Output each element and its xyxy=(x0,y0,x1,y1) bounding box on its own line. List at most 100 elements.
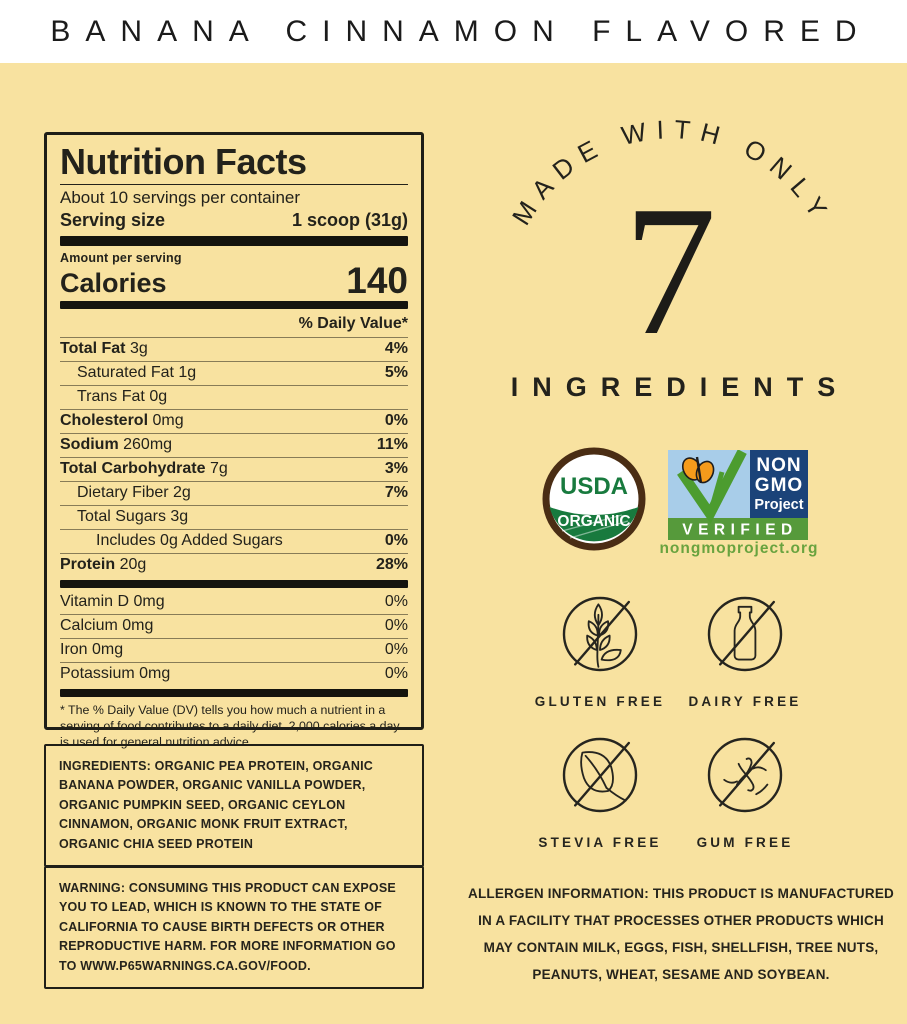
stevia-free-label: STEVIA FREE xyxy=(538,835,662,850)
vitamin-row-calcium: Calcium 0mg 0% xyxy=(60,613,408,638)
nutrient-dv: 0% xyxy=(384,412,408,430)
thick-divider xyxy=(60,236,408,247)
thick-divider xyxy=(60,688,408,697)
thick-divider xyxy=(60,579,408,588)
nutrient-amount: 0mg xyxy=(152,412,184,430)
nutrient-amount: 20g xyxy=(119,556,147,574)
nutrient-row-total-carbohydrate: Total Carbohydrate 7g 3% xyxy=(60,456,408,481)
usda-seal-field xyxy=(549,507,639,542)
milk-bottle-icon xyxy=(707,596,783,672)
ingredients-word: INGREDIENTS xyxy=(510,372,850,402)
nutrient-row-protein: Protein 20g 28% xyxy=(60,552,408,577)
grass-blade xyxy=(707,471,725,515)
nutrient-dv: 28% xyxy=(375,556,408,574)
project-text: Project xyxy=(754,497,803,513)
usda-organic-seal: USDA ORGANIC xyxy=(542,447,646,551)
nutrient-row-dietary-fiber: Dietary Fiber 2g 7% xyxy=(60,480,408,505)
nutrient-amount: 0g xyxy=(149,388,168,406)
nutrient-dv: 11% xyxy=(376,436,408,454)
thick-divider xyxy=(60,300,408,309)
nutrient-amount: 0mg xyxy=(133,593,165,611)
amount-per-serving-label: Amount per serving xyxy=(60,251,182,266)
non-gmo-blue-panel xyxy=(750,450,808,518)
nutrient-label: Calcium xyxy=(60,617,118,635)
nutrient-label: Cholesterol xyxy=(60,412,149,430)
nutrient-dv: 5% xyxy=(384,364,408,382)
vitamin-row-potassium: Potassium 0mg 0% xyxy=(60,661,408,686)
warning-label: WARNING: xyxy=(59,881,126,895)
serving-size-label: Serving size xyxy=(60,210,166,231)
serving-size-value: 1 scoop (31g) xyxy=(291,210,408,231)
nutrient-amount: 7g xyxy=(209,460,228,478)
usda-text: USDA xyxy=(560,473,628,500)
nutrient-dv: 3% xyxy=(384,460,408,478)
nutrient-amount: 0mg xyxy=(122,617,154,635)
nutrient-dv: 0% xyxy=(384,593,408,611)
gmo-text: GMO xyxy=(755,475,803,496)
divider xyxy=(60,183,408,185)
nutrient-row-saturated-fat: Saturated Fat 1g 5% xyxy=(60,360,408,385)
allergen-info: ALLERGEN INFORMATION: THIS PRODUCT IS MA… xyxy=(462,880,900,988)
gluten-free-label: GLUTEN FREE xyxy=(534,694,666,709)
seven-numeral: 7 xyxy=(623,168,717,374)
serving-size-row: Serving size 1 scoop (31g) xyxy=(60,210,408,231)
allergen-text: THIS PRODUCT IS MANUFACTURED IN A FACILI… xyxy=(478,886,894,982)
nutrient-row-total-fat: Total Fat 3g 4% xyxy=(60,336,408,361)
organic-text: ORGANIC xyxy=(557,513,630,530)
warning-text: CONSUMING THIS PRODUCT CAN EXPOSE YOU TO… xyxy=(59,881,396,973)
nutrient-dv: 7% xyxy=(384,484,408,502)
nutrient-amount: 260mg xyxy=(123,436,173,454)
non-gmo-url: nongmoproject.org xyxy=(659,540,819,557)
nutrient-row-trans-fat: Trans Fat 0g xyxy=(60,384,408,409)
daily-value-header: % Daily Value* xyxy=(298,314,408,332)
nutrient-dv: 0% xyxy=(384,641,408,659)
nutrition-facts-title: Nutrition Facts xyxy=(60,141,307,182)
dairy-free-label: DAIRY FREE xyxy=(688,694,802,709)
flavor-title: BANANA CINNAMON FLAVORED xyxy=(50,14,872,48)
nutrient-label: Trans Fat xyxy=(77,388,145,406)
nutrient-amount: 2g xyxy=(173,484,191,502)
nutrient-label: Saturated Fat xyxy=(77,364,174,382)
nutrient-row-sodium: Sodium 260mg 11% xyxy=(60,432,408,457)
non-text: NON xyxy=(756,455,801,476)
nutrient-label: Total Carbohydrate xyxy=(60,460,206,478)
allergen-label: ALLERGEN INFORMATION: xyxy=(468,886,649,901)
calories-row: Calories 140 xyxy=(60,260,408,302)
servings-per-container: About 10 servings per container xyxy=(60,187,301,207)
flavor-banner: BANANA CINNAMON FLAVORED xyxy=(0,0,907,63)
gum-free-label: GUM FREE xyxy=(696,835,794,850)
nutrient-label: Iron xyxy=(60,641,88,659)
nutrient-amount: 0mg xyxy=(92,641,124,659)
candy-icon xyxy=(707,737,783,813)
ingredients-box: INGREDIENTS: ORGANIC PEA PROTEIN, ORGANI… xyxy=(44,744,424,867)
nutrient-label: Potassium xyxy=(60,665,135,683)
verified-text: VERIFIED xyxy=(682,522,797,539)
made-with-arc: MADE WITH ONLY xyxy=(506,120,829,230)
calories-label: Calories xyxy=(60,267,167,298)
nutrient-dv: 0% xyxy=(384,665,408,683)
nutrient-label: Total Fat xyxy=(60,340,126,358)
warning-box: WARNING: CONSUMING THIS PRODUCT CAN EXPO… xyxy=(44,866,424,989)
non-gmo-verified-bar xyxy=(668,518,808,540)
wheat-icon xyxy=(562,596,638,672)
nutrient-label: Vitamin D xyxy=(60,593,130,611)
nutrient-label: Includes 0g Added Sugars xyxy=(96,532,283,550)
butterfly-icon xyxy=(681,456,715,484)
nutrient-amount: 3g xyxy=(129,340,148,358)
ingredients-text: ORGANIC PEA PROTEIN, ORGANIC BANANA POWD… xyxy=(59,759,374,851)
nutrition-facts-panel: Nutrition Facts About 10 servings per co… xyxy=(44,132,424,749)
vitamin-row-iron: Iron 0mg 0% xyxy=(60,637,408,662)
non-gmo-badge: NON GMO Project VERIFIED xyxy=(668,450,808,540)
nutrient-label: Protein xyxy=(60,556,116,574)
calories-value: 140 xyxy=(346,260,408,302)
leaf-icon xyxy=(562,737,638,813)
nutrient-label: Dietary Fiber xyxy=(77,484,169,502)
nutrient-row-total-sugars: Total Sugars 3g xyxy=(60,504,408,529)
vitamin-row-vitamin-d: Vitamin D 0mg 0% xyxy=(60,591,408,614)
nutrient-amount: 1g xyxy=(178,364,197,382)
nutrient-amount: 3g xyxy=(170,508,189,526)
nutrient-dv: 0% xyxy=(384,532,408,550)
nutrient-label: Total Sugars xyxy=(77,508,166,526)
nutrient-dv: 4% xyxy=(384,340,408,358)
nutrient-row-cholesterol: Cholesterol 0mg 0% xyxy=(60,408,408,433)
